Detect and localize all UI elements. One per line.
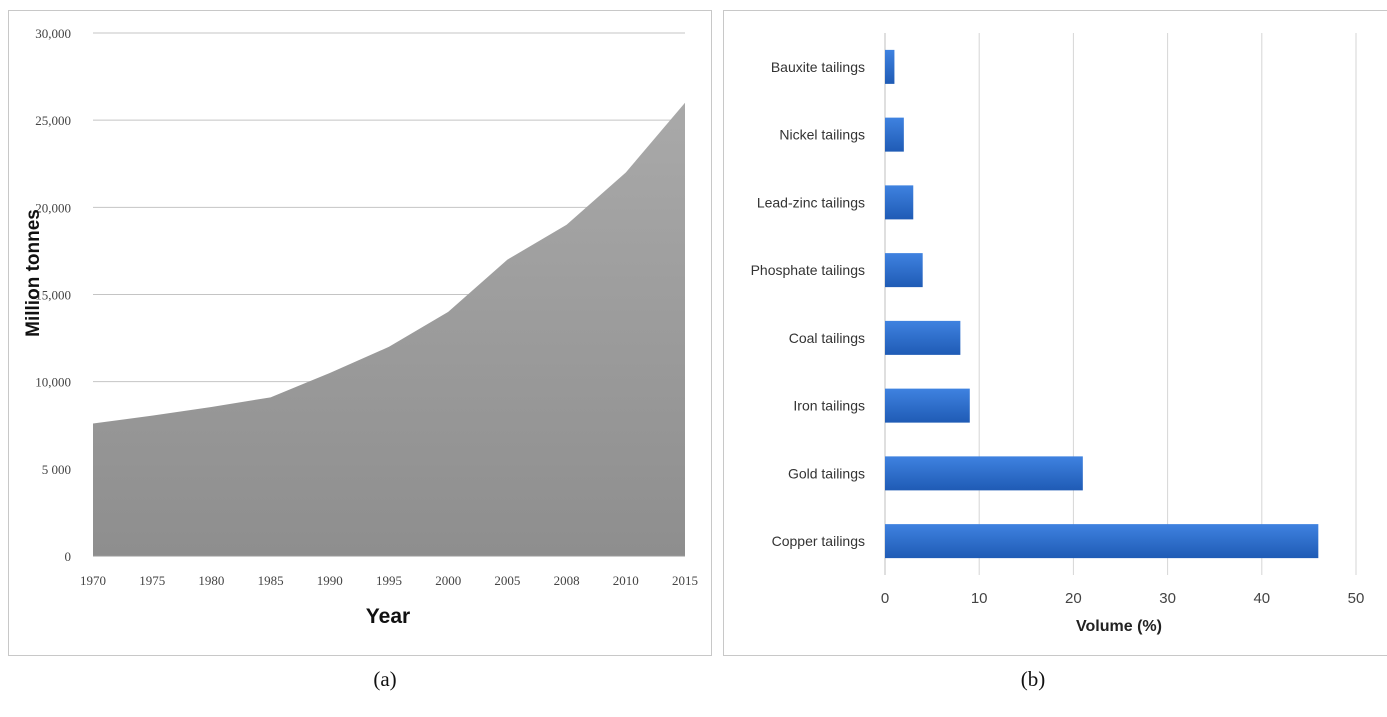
category-label: Phosphate tailings — [751, 262, 865, 278]
bar — [885, 49, 895, 84]
category-label: Copper tailings — [772, 533, 865, 549]
x-tick-label: 10 — [971, 590, 988, 607]
x-tick-label: 2010 — [613, 573, 639, 588]
area-series — [93, 102, 685, 556]
category-label: Lead-zinc tailings — [757, 194, 865, 210]
chart-panel-b: Copper tailings Gold tailings Iron tailing… — [723, 10, 1387, 656]
chart-panel-a: 0 5 000 10,000 15,000 20,000 25,000 30,000 197… — [8, 10, 712, 656]
y-axis-label: Million tonnes — [23, 209, 44, 337]
x-tick-label: 1980 — [198, 573, 224, 588]
bar — [885, 388, 970, 423]
y-tick-label: 20,000 — [35, 200, 71, 215]
x-tick-label: 1975 — [139, 573, 165, 588]
category-label: Iron tailings — [793, 398, 865, 414]
y-tick-label: 0 — [65, 549, 72, 564]
x-tick-label: 50 — [1348, 590, 1365, 607]
x-tick-label: 30 — [1159, 590, 1176, 607]
x-axis-label: Volume (%) — [1076, 618, 1162, 635]
x-axis-label: Year — [366, 605, 410, 628]
panel-caption-a: (a) — [373, 667, 397, 691]
x-tick-label: 1990 — [317, 573, 343, 588]
category-label: Coal tailings — [789, 330, 865, 346]
y-tick-label: 25,000 — [35, 113, 71, 128]
x-tick-label: 2015 — [672, 573, 698, 588]
category-label: Nickel tailings — [779, 127, 865, 143]
x-tick-label: 40 — [1253, 590, 1270, 607]
bar — [885, 524, 1319, 559]
category-label: Bauxite tailings — [771, 59, 865, 75]
category-label: Gold tailings — [788, 465, 865, 481]
x-tick-label: 2005 — [494, 573, 520, 588]
x-tick-label: 0 — [881, 590, 889, 607]
x-tick-label: 1995 — [376, 573, 402, 588]
bar — [885, 185, 914, 220]
x-tick-label: 2000 — [435, 573, 461, 588]
bar — [885, 117, 904, 152]
y-tick-label: 30,000 — [35, 26, 71, 41]
bar — [885, 456, 1083, 491]
bar — [885, 253, 923, 288]
x-tick-label: 1970 — [80, 573, 106, 588]
x-tick-label: 2008 — [554, 573, 580, 588]
x-tick-label: 1985 — [258, 573, 284, 588]
bar-chart: Copper tailings Gold tailings Iron tailing… — [751, 33, 1365, 635]
panel-caption-b: (b) — [1020, 667, 1046, 691]
y-tick-label: 10,000 — [35, 375, 71, 390]
y-tick-label: 5 000 — [42, 462, 71, 477]
area-chart: 0 5 000 10,000 15,000 20,000 25,000 30,000 197… — [23, 26, 698, 628]
bar — [885, 320, 961, 355]
y-tick-label: 15,000 — [35, 288, 71, 303]
x-tick-label: 20 — [1065, 590, 1082, 607]
